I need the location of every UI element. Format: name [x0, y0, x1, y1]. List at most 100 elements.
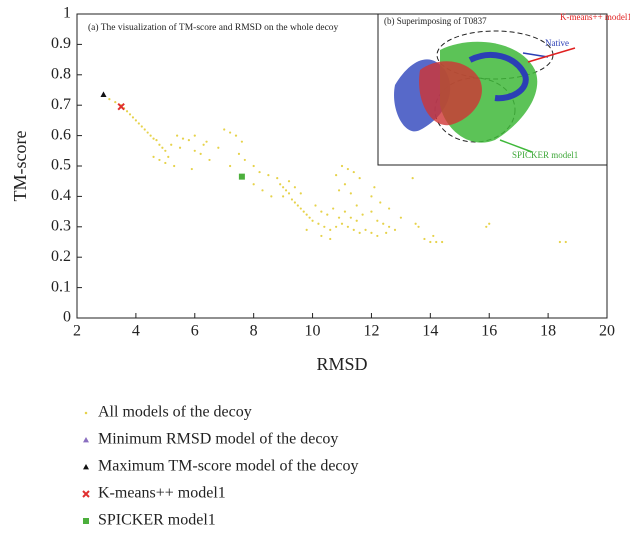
point: [347, 226, 349, 228]
point: [291, 198, 293, 200]
point: [229, 131, 231, 133]
point: [288, 180, 290, 182]
x-tick-label: 6: [191, 323, 199, 340]
point: [300, 192, 302, 194]
point: [164, 150, 166, 152]
point: [270, 195, 272, 197]
y-tick-label: 0.8: [51, 65, 71, 82]
point: [282, 195, 284, 197]
point: [152, 156, 154, 158]
point: [239, 174, 245, 180]
point: [376, 235, 378, 237]
point: [267, 174, 269, 176]
y-tick-label: 0.1: [51, 278, 71, 295]
x-axis-label: RMSD: [316, 354, 367, 374]
point: [258, 171, 260, 173]
y-tick-label: 0.9: [51, 35, 71, 52]
inset-label: Native: [545, 38, 569, 48]
point: [385, 232, 387, 234]
point: [379, 201, 381, 203]
point: [170, 144, 172, 146]
point: [253, 165, 255, 167]
y-tick-label: 0.7: [51, 96, 71, 113]
point: [208, 159, 210, 161]
y-tick-label: 0: [63, 309, 71, 326]
point: [388, 226, 390, 228]
legend-label: All models of the decoy: [98, 404, 252, 421]
point: [435, 241, 437, 243]
y-tick-label: 0.4: [51, 187, 71, 204]
point: [376, 220, 378, 222]
point: [203, 144, 205, 146]
point: [164, 162, 166, 164]
point: [306, 214, 308, 216]
point: [253, 183, 255, 185]
point: [155, 139, 157, 141]
point: [326, 214, 328, 216]
page: {"chart_data": {"type": "scatter", "titl…: [0, 0, 630, 537]
inset-label: K-means++ model1: [560, 12, 630, 22]
point: [179, 147, 181, 149]
point: [329, 229, 331, 231]
point: [276, 177, 278, 179]
legend-marker: [85, 412, 88, 415]
point: [412, 177, 414, 179]
point: [144, 128, 146, 130]
y-tick-label: 0.6: [51, 126, 71, 143]
chart: (a) The visualization of TM-score and RM…: [0, 0, 630, 537]
point: [415, 223, 417, 225]
point: [370, 195, 372, 197]
point: [338, 189, 340, 191]
point: [194, 135, 196, 137]
point: [559, 241, 561, 243]
legend-label: K-means++ model1: [98, 485, 226, 502]
point: [152, 138, 154, 140]
point: [488, 223, 490, 225]
legend-marker: [83, 437, 89, 442]
point: [200, 153, 202, 155]
point: [353, 229, 355, 231]
point: [158, 159, 160, 161]
point: [129, 113, 131, 115]
point: [194, 150, 196, 152]
point: [323, 226, 325, 228]
point: [364, 229, 366, 231]
x-tick-label: 16: [481, 323, 497, 340]
x-tick-label: 18: [540, 323, 556, 340]
point: [108, 98, 110, 100]
inset-label: SPICKER model1: [512, 150, 578, 160]
point: [373, 186, 375, 188]
point: [344, 211, 346, 213]
point: [191, 168, 193, 170]
point: [182, 138, 184, 140]
point: [338, 217, 340, 219]
x-tick-label: 8: [250, 323, 258, 340]
point: [306, 229, 308, 231]
point: [167, 156, 169, 158]
y-tick-label: 1: [63, 5, 71, 22]
point: [350, 192, 352, 194]
point: [347, 168, 349, 170]
point: [353, 171, 355, 173]
point: [101, 92, 107, 97]
point: [241, 141, 243, 143]
point: [294, 186, 296, 188]
point: [161, 147, 163, 149]
point: [238, 153, 240, 155]
y-tick-label: 0.2: [51, 248, 71, 265]
point: [135, 119, 137, 121]
point: [285, 189, 287, 191]
point: [485, 226, 487, 228]
point: [229, 165, 231, 167]
point: [320, 235, 322, 237]
point: [432, 235, 434, 237]
point: [158, 144, 160, 146]
point: [356, 220, 358, 222]
inset-label: (b) Superimposing of T0837: [384, 16, 487, 26]
x-tick-label: 4: [132, 323, 140, 340]
point: [344, 183, 346, 185]
point: [335, 226, 337, 228]
x-tick-label: 2: [73, 323, 81, 340]
chart-title: (a) The visualization of TM-score and RM…: [88, 22, 339, 33]
point: [362, 214, 364, 216]
